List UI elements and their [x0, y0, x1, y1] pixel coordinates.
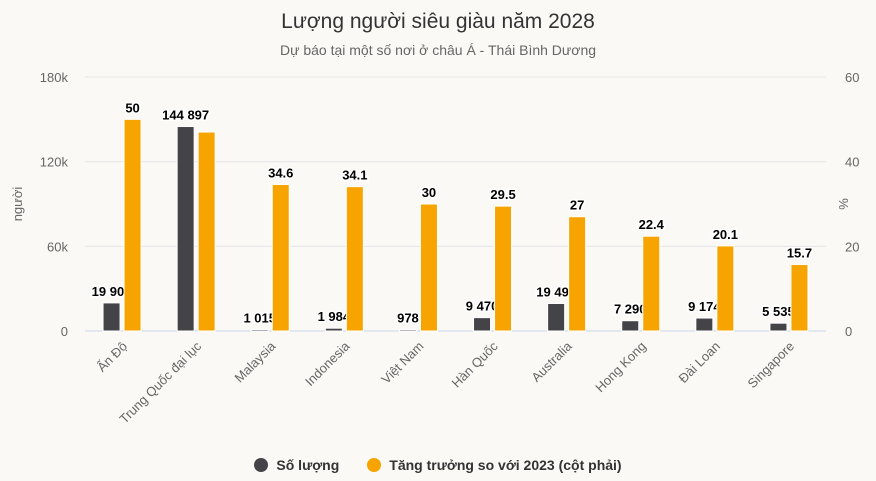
- data-label: 978: [397, 311, 419, 326]
- bar-count: [398, 329, 417, 332]
- x-tick-label: Việt Nam: [378, 339, 426, 387]
- legend: Số lượng Tăng trưởng so với 2023 (cột ph…: [0, 457, 876, 473]
- data-label: 22.4: [639, 217, 665, 232]
- chart-title: Lượng người siêu giàu năm 2028: [281, 10, 595, 33]
- bar-count: [547, 302, 566, 332]
- bar-growth: [568, 216, 587, 332]
- data-label: 7 290: [614, 302, 647, 317]
- bar-growth: [123, 118, 142, 332]
- bar-growth: [271, 184, 290, 332]
- data-label: 27: [570, 198, 584, 213]
- y-tick-label: 0: [61, 324, 68, 339]
- data-label: 34.6: [268, 166, 293, 181]
- legend-item-growth[interactable]: Tăng trưởng so với 2023 (cột phải): [367, 457, 622, 473]
- bar-growth: [716, 245, 735, 332]
- data-label: 19 908: [92, 284, 132, 299]
- legend-marker: [367, 458, 382, 472]
- chart-subtitle: Dự báo tại một số nơi ở châu Á - Thái Bì…: [279, 42, 597, 58]
- bar-growth: [494, 205, 513, 332]
- y2-tick-label: 0: [845, 324, 852, 339]
- legend-item-count[interactable]: Số lượng: [254, 457, 339, 473]
- bar-count: [102, 302, 121, 332]
- x-tick-label: Australia: [528, 338, 575, 385]
- data-label: 19 491: [536, 284, 576, 299]
- bar-count: [769, 322, 788, 332]
- bar-count: [250, 329, 269, 332]
- data-label: 34.1: [342, 168, 367, 183]
- bar-growth: [790, 264, 809, 332]
- y-tick-label: 120k: [40, 155, 69, 170]
- data-label: 30: [422, 185, 436, 200]
- y-tick-label: 60k: [47, 239, 68, 254]
- y-tick-label: 180k: [40, 70, 69, 85]
- y2-tick-label: 40: [845, 155, 859, 170]
- data-label: 29.5: [490, 187, 515, 202]
- data-label: 144 897: [162, 108, 209, 123]
- y2-tick-label: 20: [845, 239, 859, 254]
- legend-label: Tăng trưởng so với 2023 (cột phải): [389, 457, 622, 473]
- bar-count: [473, 317, 492, 332]
- bar-growth: [345, 186, 364, 332]
- x-tick-label: Ấn Độ: [94, 339, 130, 375]
- data-label: 1 015: [243, 311, 276, 326]
- data-label: 20.1: [713, 227, 738, 242]
- data-label: 9 174: [688, 299, 721, 314]
- data-label: 1 984: [318, 309, 351, 324]
- x-tick-label: Đài Loan: [676, 339, 723, 386]
- bar-growth: [419, 203, 438, 332]
- bar-count: [176, 126, 195, 332]
- bar-growth: [642, 235, 661, 332]
- legend-label: Số lượng: [276, 457, 340, 473]
- data-label: 15.7: [787, 246, 812, 261]
- x-tick-label: Malaysia: [231, 338, 278, 385]
- y-axis-title: người: [10, 187, 25, 222]
- y2-axis-title: %: [836, 198, 851, 210]
- y2-tick-label: 60: [845, 70, 859, 85]
- x-tick-label: Hàn Quốc: [449, 338, 501, 390]
- bar-growth: [197, 131, 216, 332]
- x-tick-label: Trung Quốc đại lục: [116, 338, 204, 426]
- x-tick-label: Indonesia: [302, 338, 353, 389]
- data-label: 5 535: [762, 304, 795, 319]
- x-tick-label: Hong Kong: [592, 339, 649, 396]
- data-label: 9 470: [466, 299, 499, 314]
- legend-marker: [254, 458, 269, 472]
- bar-count: [324, 327, 343, 332]
- data-label: 50: [125, 100, 139, 115]
- x-tick-label: Singapore: [745, 339, 798, 392]
- bar-count: [621, 320, 640, 332]
- bar-count: [695, 317, 714, 332]
